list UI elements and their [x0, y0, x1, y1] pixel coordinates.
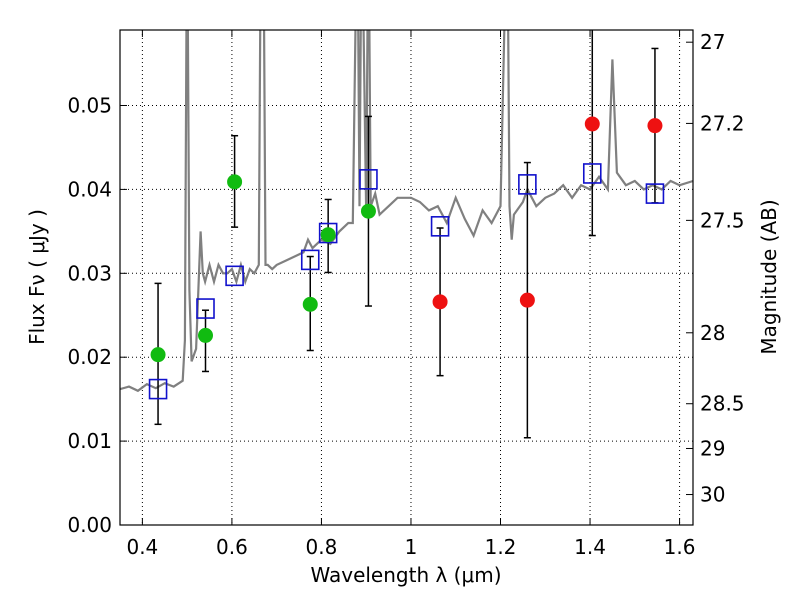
y-tick-label: 0.04 — [67, 177, 112, 201]
green-data-point — [320, 227, 336, 243]
model-square-marker — [582, 163, 602, 184]
green-data-point — [302, 296, 318, 312]
y2-tick-label: 27.5 — [700, 208, 745, 232]
model-square-marker — [430, 216, 450, 237]
model-square-marker — [318, 222, 338, 244]
y2-tick-label: 27.2 — [700, 111, 745, 135]
model-square-marker — [518, 174, 537, 195]
x-tick-label: 0.8 — [306, 535, 338, 559]
x-tick-label: 1.4 — [574, 535, 606, 559]
model-square-marker — [225, 265, 244, 287]
x-tick-label: 1.6 — [664, 535, 696, 559]
green-data-point — [227, 174, 243, 190]
error-bars — [154, 30, 659, 439]
y2-tick-label: 30 — [700, 483, 725, 507]
template-spectrum — [120, 30, 693, 393]
y2-axis: 27 27.2 27.5 28 28.5 29 30 — [686, 30, 745, 507]
x-tick-label: 1 — [405, 535, 418, 559]
y2-tick-label: 27 — [700, 30, 725, 54]
y-tick-label: 0.03 — [67, 261, 112, 285]
y-axis: 0.00 0.01 0.02 0.03 0.04 0.05 — [67, 94, 127, 537]
red-data-point — [519, 292, 535, 308]
model-square-marker — [359, 169, 378, 190]
y2-tick-label: 29 — [700, 436, 725, 460]
green-data-point — [360, 203, 376, 219]
template-spectrum-line — [120, 30, 693, 393]
x-tick-label: 1.2 — [485, 535, 517, 559]
x-tick-label: 0.4 — [126, 535, 158, 559]
grid-lines — [120, 30, 693, 525]
data-points — [148, 116, 665, 400]
model-square-marker — [148, 378, 168, 400]
y-tick-label: 0.00 — [67, 513, 112, 537]
x-axis-title: Wavelength λ (μm) — [310, 563, 501, 587]
red-data-point — [584, 116, 600, 132]
y-tick-label: 0.02 — [67, 345, 112, 369]
model-square-marker — [196, 298, 215, 319]
x-tick-label: 0.6 — [216, 535, 248, 559]
green-data-point — [150, 347, 166, 363]
model-square-marker — [300, 249, 320, 271]
model-square-marker — [645, 183, 665, 204]
green-data-point — [198, 327, 214, 343]
y2-tick-label: 28.5 — [700, 392, 745, 416]
plot-frame — [119, 29, 694, 526]
y-tick-label: 0.01 — [67, 429, 112, 453]
y-axis-title: Flux Fν ( μJy ) — [25, 209, 49, 345]
red-data-point — [432, 294, 448, 310]
y2-axis-title: Magnitude (AB) — [757, 199, 781, 354]
x-axis: 0.4 0.6 0.8 1 1.2 1.4 1.6 — [126, 30, 695, 559]
y-tick-label: 0.05 — [67, 94, 112, 118]
red-data-point — [647, 118, 663, 134]
y2-tick-label: 28 — [700, 321, 725, 345]
